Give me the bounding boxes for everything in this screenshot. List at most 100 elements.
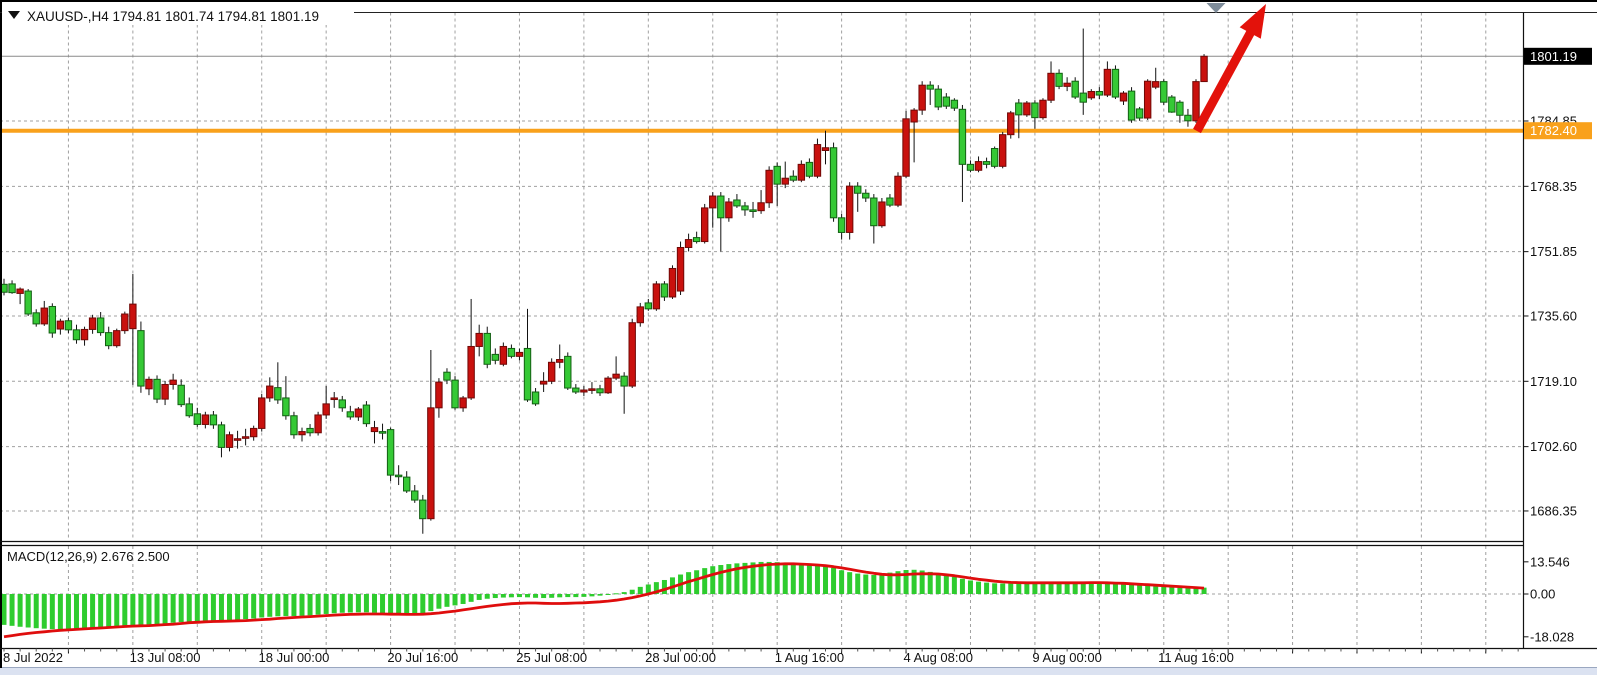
macd-histogram-bar — [1080, 582, 1086, 594]
macd-histogram-bar — [613, 593, 619, 595]
macd-histogram-bar — [831, 567, 837, 594]
candle — [338, 395, 346, 412]
candle-body — [950, 99, 959, 109]
candle-body — [72, 329, 81, 341]
candle-body — [982, 161, 991, 165]
candle — [829, 142, 838, 222]
candle — [330, 391, 338, 408]
candle — [201, 411, 210, 429]
macd-histogram-bar — [557, 594, 563, 598]
candle — [612, 356, 620, 381]
macd-histogram-bar — [1008, 583, 1014, 594]
macd-histogram-bar — [1129, 584, 1135, 594]
macd-histogram-bar — [146, 594, 152, 626]
candle — [266, 377, 274, 402]
candle — [620, 372, 628, 414]
candle-body — [604, 377, 612, 394]
macd-histogram-bar — [41, 594, 47, 629]
macd-histogram-bar — [1048, 583, 1054, 594]
candle — [837, 213, 846, 240]
candle-body — [717, 195, 725, 219]
trend-arrow-shaft[interactable] — [1193, 27, 1257, 134]
candle — [1103, 61, 1112, 98]
macd-histogram-bar — [275, 594, 281, 617]
candle-body — [684, 239, 693, 248]
macd-histogram-bar — [927, 571, 933, 594]
macd-histogram-bar — [1112, 583, 1118, 594]
candle — [668, 265, 677, 299]
candle-body — [805, 161, 814, 177]
macd-histogram-bar — [65, 594, 71, 630]
top-marker-triangle-icon[interactable] — [1206, 3, 1226, 13]
candle — [96, 312, 105, 336]
candle-body — [709, 195, 717, 209]
macd-histogram-bar — [710, 566, 716, 594]
trend-arrow-head[interactable] — [1239, 4, 1266, 39]
macd-histogram-bar — [790, 563, 796, 594]
macd-histogram-bar — [879, 574, 885, 594]
axes-layer: 1784.851768.351751.851735.601719.101702.… — [3, 47, 1592, 665]
candle-body — [346, 411, 355, 418]
candle-body — [459, 397, 467, 409]
candle — [354, 407, 363, 421]
macd-histogram-bar — [122, 594, 128, 626]
macd-histogram-bar — [943, 575, 949, 594]
candle — [918, 81, 926, 115]
candle-body — [32, 312, 40, 325]
window-bottom-strip — [0, 668, 1597, 675]
candle — [32, 309, 40, 327]
candle-body — [974, 161, 983, 171]
macd-histogram-bar — [742, 562, 748, 594]
macd-histogram-bar — [307, 594, 313, 616]
macd-histogram-bar — [428, 594, 434, 612]
candle — [821, 130, 830, 165]
symbol-dropdown-icon[interactable] — [8, 11, 20, 19]
candle-body — [1176, 101, 1184, 116]
candle-body — [862, 192, 870, 199]
macd-histogram-bar — [992, 583, 998, 594]
macd-histogram-bar — [533, 594, 539, 598]
macd-histogram-bar — [202, 594, 208, 622]
candle-body — [628, 322, 636, 387]
current-price-badge-label: 1801.19 — [1530, 49, 1577, 64]
candle-body — [483, 332, 491, 365]
macd-histogram-bar — [227, 594, 233, 621]
macd-histogram-bar — [508, 594, 514, 598]
candle — [362, 401, 371, 427]
candle-body — [572, 387, 580, 393]
macd-histogram-bar — [291, 594, 297, 617]
candle-body — [338, 399, 346, 409]
candle — [1119, 91, 1128, 105]
candle-body — [217, 424, 226, 448]
candle — [556, 344, 564, 369]
macd-histogram-bar — [178, 594, 184, 623]
candle-body — [88, 317, 97, 330]
macd-histogram-bar — [637, 586, 643, 594]
candle — [403, 471, 411, 493]
macd-histogram-bar — [283, 594, 289, 617]
candle — [1071, 77, 1079, 100]
candle — [483, 326, 491, 369]
candle — [40, 300, 48, 326]
macd-histogram-bar — [702, 568, 708, 594]
macd-histogram-bar — [1016, 583, 1022, 594]
macd-histogram-bar — [871, 575, 877, 594]
candle — [572, 384, 580, 394]
candle — [733, 194, 741, 208]
candle-body — [1111, 68, 1120, 98]
candle — [684, 233, 693, 252]
candle-body — [821, 147, 830, 151]
candle-body — [612, 373, 620, 379]
candle — [998, 131, 1007, 169]
macd-histogram-bar — [259, 594, 265, 618]
candle — [491, 348, 499, 365]
macd-histogram-bar — [1056, 583, 1062, 594]
candle — [1087, 89, 1095, 100]
macd-histogram-bar — [404, 594, 410, 615]
candle — [185, 397, 193, 418]
candle-body — [443, 371, 451, 381]
macd-histogram-bar — [1169, 587, 1175, 594]
candle — [934, 85, 942, 111]
